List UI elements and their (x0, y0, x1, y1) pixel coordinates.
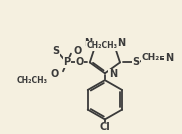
Text: O: O (51, 69, 59, 79)
Text: N: N (109, 69, 117, 79)
Text: N: N (117, 38, 125, 48)
Text: O: O (76, 57, 84, 67)
Text: CH₂CH₃: CH₂CH₃ (87, 41, 118, 50)
Text: CH₂: CH₂ (142, 53, 160, 62)
Text: S: S (132, 57, 139, 67)
Text: S: S (52, 46, 60, 56)
Text: CH₂CH₃: CH₂CH₃ (17, 76, 48, 85)
Text: Cl: Cl (100, 122, 110, 132)
Text: N: N (165, 53, 173, 63)
Text: O: O (74, 46, 82, 56)
Text: N: N (84, 38, 93, 48)
Text: P: P (63, 57, 71, 67)
